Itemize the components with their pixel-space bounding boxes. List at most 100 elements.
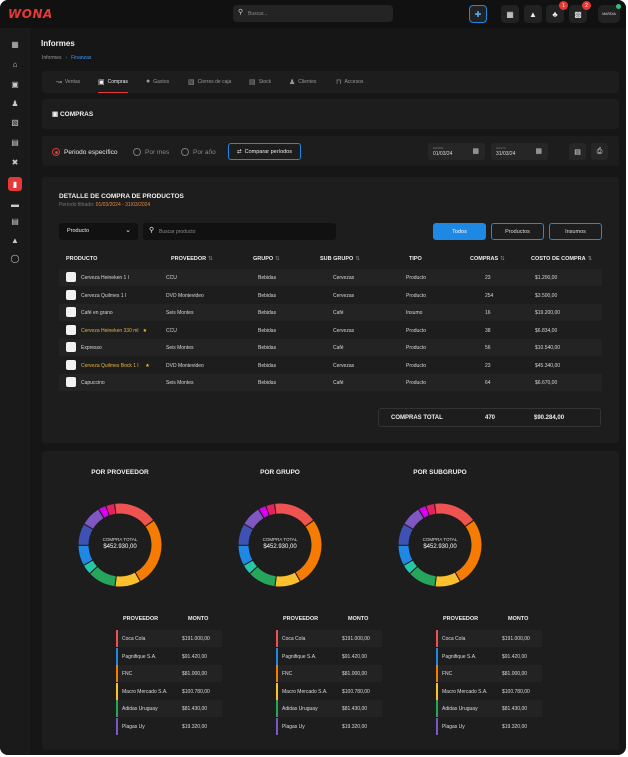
training-button[interactable]: ▲ xyxy=(524,5,542,23)
reports-icon[interactable]: ▮ xyxy=(8,177,22,191)
legend-row[interactable]: Adidas Uruguay $81.430,00 xyxy=(116,700,222,717)
briefcase-icon[interactable]: ▤ xyxy=(11,137,19,147)
legend-row[interactable]: FNC $81.000,00 xyxy=(116,665,222,682)
donut-slice[interactable] xyxy=(294,519,323,583)
table-row[interactable]: Cerveza Heineken 330 ml ★ CCU Bebidas Cer… xyxy=(59,322,602,339)
donut-slice[interactable] xyxy=(274,571,302,588)
donut-slice[interactable] xyxy=(113,502,155,528)
product-search-input[interactable] xyxy=(159,226,329,237)
tab-compras[interactable]: ▣ Compras xyxy=(98,78,128,93)
graduation-cap-icon[interactable]: ▲ xyxy=(11,235,19,245)
register-icon[interactable]: ▧ xyxy=(11,117,19,127)
donut-slice[interactable] xyxy=(434,571,462,588)
product-search[interactable]: ⚲ xyxy=(143,223,336,240)
users-icon[interactable]: ♟ xyxy=(11,98,19,108)
table-row[interactable]: Cerveza Quilmes 1 l DVD Montevideo Bebid… xyxy=(59,287,602,304)
column-header[interactable]: TIPO xyxy=(409,256,422,262)
radio-por-mes[interactable]: Por mes xyxy=(133,148,169,156)
radio-por-ano[interactable]: Por año xyxy=(181,148,216,156)
legend-name: Pagnifique S.A. xyxy=(122,653,157,660)
tab-ventas[interactable]: ↝ Ventas xyxy=(56,78,80,86)
column-header[interactable]: PROVEEDOR ⇅ xyxy=(171,256,213,262)
date-from-field[interactable]: DESDE 01/03/24 ▦ xyxy=(428,143,485,160)
column-header[interactable]: GRUPO ⇅ xyxy=(253,256,280,262)
cell-subgrupo: Cervezas xyxy=(333,292,355,299)
avatar[interactable]: MARDIA xyxy=(598,4,621,23)
id-card-button[interactable]: ▩ 2 xyxy=(569,1,591,23)
message-badge: 2 xyxy=(582,1,591,10)
legend-row[interactable]: Plagas Uy $19.320,00 xyxy=(116,717,222,735)
tab-label: Ventas xyxy=(64,79,81,85)
legend-value: $100.780,00 xyxy=(182,688,210,695)
tools-icon[interactable]: ✖ xyxy=(11,157,19,167)
donut-slice[interactable] xyxy=(134,519,163,583)
legend-row[interactable]: FNC $81.000,00 xyxy=(276,665,382,682)
table-row[interactable]: Café en grano Seis Montes Bebidas Café I… xyxy=(59,304,602,321)
column-header[interactable]: COSTO DE COMPRA ⇅ xyxy=(531,256,592,262)
dashboard-icon[interactable]: ▦ xyxy=(11,39,19,49)
tab-cierres-de-caja[interactable]: ▧ Cierres de caja xyxy=(188,78,231,86)
legend-row[interactable]: Adidas Uruguay $81.430,00 xyxy=(276,700,382,717)
search-input[interactable] xyxy=(248,7,388,20)
print-button[interactable]: ⎙ xyxy=(591,143,608,160)
calendar-icon[interactable]: ▣ xyxy=(11,79,19,89)
radio-periodo-especifico[interactable]: Periodo específico xyxy=(52,148,117,156)
date-to-field[interactable]: HASTA 31/03/24 ▦ xyxy=(491,143,548,160)
table-row[interactable]: Cerveza Heineken 1 l CCU Bebidas Cerveza… xyxy=(59,269,602,286)
donut-slice[interactable] xyxy=(433,502,475,528)
legend-row[interactable]: Adidas Uruguay $81.430,00 xyxy=(436,700,542,717)
cell-producto: Cerveza Quilmes 1 l xyxy=(81,292,127,299)
donut-slice[interactable] xyxy=(257,504,271,520)
donut-slice[interactable] xyxy=(273,502,315,528)
card-icon[interactable]: ▬ xyxy=(11,199,19,209)
legend-row[interactable]: Pagnifique S.A. $91.420,00 xyxy=(116,647,222,665)
legend-row[interactable]: Macro Mercado S.A. $100.780,00 xyxy=(276,682,382,700)
legend-row[interactable]: Plagas Uy $19.320,00 xyxy=(436,717,542,735)
column-header[interactable]: PRODUCTO xyxy=(66,256,97,262)
add-user-button[interactable]: ✚ xyxy=(469,5,487,23)
tab-accesos[interactable]: ⊓ Accesos xyxy=(336,78,363,86)
table-row[interactable]: Capuccino Seis Montes Bebidas Café Produ… xyxy=(59,374,602,391)
legend-row[interactable]: Macro Mercado S.A. $100.780,00 xyxy=(436,682,542,700)
filter-todos-button[interactable]: Todos xyxy=(433,223,486,240)
donut-slice[interactable] xyxy=(114,571,142,588)
app-logo[interactable]: WONA xyxy=(8,7,53,21)
table-row[interactable]: Cerveza Quilmes Bock 1 l ★ DVD Montevideo… xyxy=(59,357,602,374)
compare-periods-button[interactable]: ⇄ Comparar períodos xyxy=(228,143,301,160)
home-icon[interactable]: ⌂ xyxy=(12,59,18,69)
calendar-button[interactable]: ▦ xyxy=(501,5,519,23)
filter-insumos-button[interactable]: Insumos xyxy=(549,223,602,240)
gate-icon[interactable]: ▤ xyxy=(11,216,19,226)
cart-icon: ▣ xyxy=(98,79,105,86)
legend-row[interactable]: Coca Cola $191.000,00 xyxy=(116,630,222,647)
donut-slice[interactable] xyxy=(417,504,431,520)
box-icon: ▤ xyxy=(249,79,256,86)
legend-row[interactable]: Coca Cola $191.000,00 xyxy=(276,630,382,647)
tab-stock[interactable]: ▤ Stock xyxy=(249,78,271,86)
donut-slice[interactable] xyxy=(454,519,483,583)
cell-compras: 23 xyxy=(485,275,491,281)
top-bar: WONA ⚲ ✚ ▦ ▲ ♣ 1 ▩ 2 MARDIA xyxy=(0,0,626,28)
column-header[interactable]: SUB GRUPO ⇅ xyxy=(320,256,360,262)
notifications-button[interactable]: ♣ 1 xyxy=(546,1,568,23)
donut-slice[interactable] xyxy=(97,504,111,520)
filter-productos-button[interactable]: Productos xyxy=(491,223,544,240)
column-header[interactable]: COMPRAS ⇅ xyxy=(470,256,505,262)
legend-color-bar xyxy=(116,665,118,682)
table-row[interactable]: Expresso Seis Montes Bebidas Café Produc… xyxy=(59,339,602,356)
legend-row[interactable]: Macro Mercado S.A. $100.780,00 xyxy=(116,682,222,700)
legend-name: Plagas Uy xyxy=(442,723,465,730)
tab-clientes[interactable]: ♟ Clientes xyxy=(289,78,316,86)
cell-producto: Expresso xyxy=(81,345,102,351)
legend-row[interactable]: Pagnifique S.A. $91.420,00 xyxy=(276,647,382,665)
group-by-select[interactable]: Producto ⌄ xyxy=(59,223,138,240)
legend-row[interactable]: Plagas Uy $19.320,00 xyxy=(276,717,382,735)
legend-row[interactable]: Coca Cola $191.000,00 xyxy=(436,630,542,647)
legend-row[interactable]: Pagnifique S.A. $91.420,00 xyxy=(436,647,542,665)
export-button[interactable]: ▤ xyxy=(569,143,586,160)
breadcrumb-item[interactable]: Informes xyxy=(42,55,62,61)
dumbbell-icon[interactable]: ◯ xyxy=(10,253,20,263)
legend-row[interactable]: FNC $81.000,00 xyxy=(436,665,542,682)
tab-gastos[interactable]: ● Gastos xyxy=(146,78,169,85)
global-search[interactable]: ⚲ xyxy=(233,5,393,22)
